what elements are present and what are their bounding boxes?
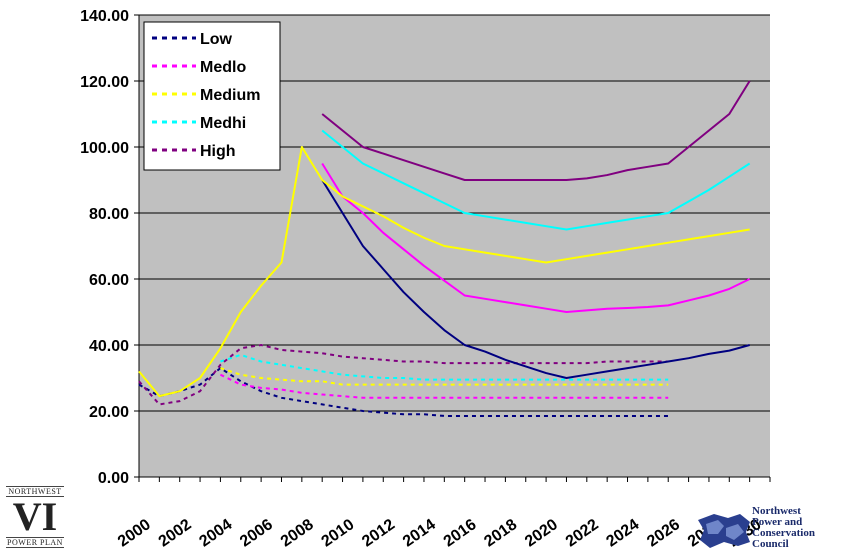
x-tick-label: 2022 bbox=[563, 516, 602, 550]
y-tick-label: 140.00 bbox=[80, 8, 129, 25]
series-line-medium bbox=[138, 146, 750, 398]
series-line-low bbox=[321, 179, 750, 379]
series-line-high bbox=[321, 80, 751, 181]
council-map-icon bbox=[698, 514, 750, 548]
x-tick-label: 2000 bbox=[115, 516, 154, 550]
x-tick-label: 2004 bbox=[196, 516, 235, 550]
legend-label-medlo: Medlo bbox=[200, 59, 246, 76]
axes bbox=[138, 15, 770, 478]
y-tick-label: 100.00 bbox=[80, 140, 129, 157]
logo-left-top-text: NORTHWEST bbox=[6, 486, 64, 497]
x-tick-label: 2026 bbox=[644, 516, 683, 550]
y-tick-label: 0.00 bbox=[98, 470, 129, 487]
x-tick-label: 2020 bbox=[522, 516, 561, 550]
council-logo: Northwest Power and Conservation Council bbox=[694, 506, 840, 554]
x-tick-label: 2012 bbox=[359, 516, 398, 550]
sixth-power-plan-logo: NORTHWEST VI POWER PLAN bbox=[6, 486, 64, 552]
y-tick-label: 40.00 bbox=[89, 338, 129, 355]
x-tick-label: 2010 bbox=[319, 516, 358, 550]
series-line-medhi bbox=[321, 129, 751, 231]
y-tick-label: 120.00 bbox=[80, 74, 129, 91]
series-line-medlo bbox=[321, 162, 751, 313]
x-tick-label: 2002 bbox=[156, 516, 195, 550]
legend-label-low: Low bbox=[200, 31, 233, 48]
legend-label-medhi: Medhi bbox=[200, 115, 246, 132]
x-tick-label: 2024 bbox=[603, 516, 642, 550]
x-tick-label: 2008 bbox=[278, 516, 317, 550]
series-dotted-high bbox=[138, 344, 669, 406]
legend-label-high: High bbox=[200, 143, 236, 160]
legend-label-medium: Medium bbox=[200, 87, 260, 104]
y-tick-label: 60.00 bbox=[89, 272, 129, 289]
series-dotted-medlo bbox=[219, 373, 669, 399]
gridlines bbox=[139, 14, 770, 412]
logo-left-roman-numeral: VI bbox=[12, 494, 58, 539]
x-tick-label: 2016 bbox=[441, 516, 480, 550]
x-tick-label: 2006 bbox=[237, 516, 276, 550]
series-group bbox=[138, 80, 751, 417]
y-tick-label: 80.00 bbox=[89, 206, 129, 223]
x-tick-label: 2018 bbox=[481, 516, 520, 550]
logo-left-bottom-text: POWER PLAN bbox=[6, 537, 64, 548]
series-dotted-low bbox=[138, 367, 669, 417]
x-tick-label: 2014 bbox=[400, 516, 439, 550]
series-dotted-medium bbox=[220, 367, 669, 386]
series-dotted-medhi bbox=[220, 353, 669, 381]
legend-box bbox=[143, 21, 281, 171]
legend: Low Medlo Medium Medhi High bbox=[143, 21, 281, 171]
y-tick-label: 20.00 bbox=[89, 404, 129, 421]
line-chart: 0.00 20.00 40.00 60.00 80.00 100.00 120.00 140.… bbox=[80, 8, 770, 487]
y-axis-ticks: 0.00 20.00 40.00 60.00 80.00 100.00 120.00 140.… bbox=[80, 8, 139, 487]
council-name: Northwest Power and Conservation Council bbox=[752, 505, 815, 550]
